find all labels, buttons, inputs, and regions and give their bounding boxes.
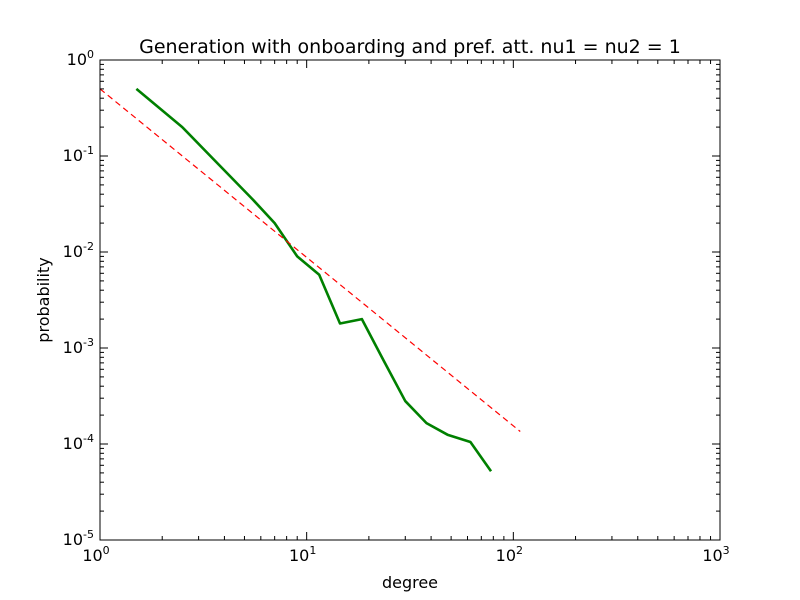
y-tick-label: 10-1 — [63, 144, 94, 165]
x-tick-label: 103 — [702, 544, 729, 565]
ticks-layer: 100 101 102 103 100 10-1 10-2 10-3 10-4 10-5 — [63, 48, 730, 565]
series-layer — [99, 87, 521, 473]
y-axis-label: probability — [34, 257, 53, 342]
y-tick-label: 10-5 — [63, 528, 94, 549]
x-tick-label: 101 — [289, 544, 316, 565]
y-tick-label: 10-3 — [63, 336, 94, 357]
y-tick-label: 10-4 — [63, 432, 94, 453]
y-tick-label: 100 — [67, 48, 94, 69]
chart-title: Generation with onboarding and pref. att… — [139, 36, 681, 58]
series-line-2 — [99, 88, 521, 432]
series-line-1 — [135, 87, 493, 473]
plot-area-frame — [99, 59, 721, 541]
y-tick-label: 10-2 — [63, 240, 94, 261]
x-axis-label: degree — [382, 573, 438, 592]
x-tick-label: 102 — [496, 544, 523, 565]
x-tick-label: 100 — [82, 544, 109, 565]
